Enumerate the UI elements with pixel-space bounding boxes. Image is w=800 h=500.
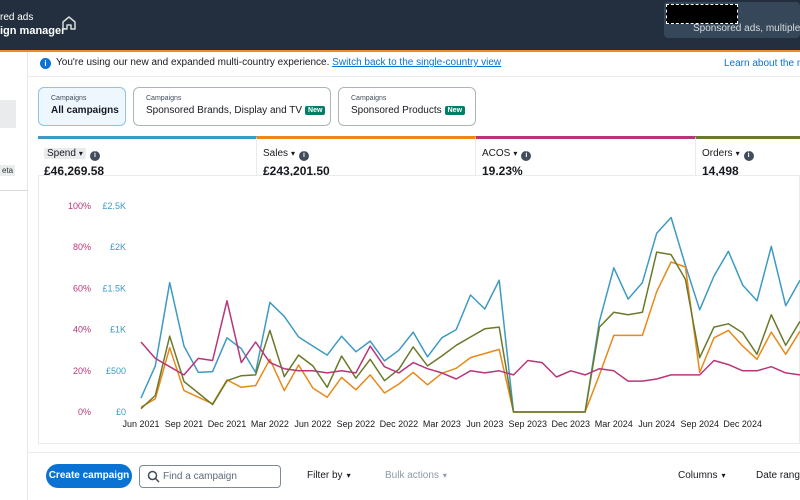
metric-value: £46,269.58	[44, 164, 105, 178]
campaign-tab-all[interactable]: Campaigns All campaigns	[38, 87, 126, 126]
campaign-tab-label: Campaigns	[351, 95, 387, 102]
info-message: You're using our new and expanded multi-…	[56, 57, 330, 68]
chevron-down-icon: ▾	[513, 149, 518, 158]
chevron-down-icon: ▾	[442, 471, 447, 480]
metric-selector-acos[interactable]: ACOS ▾	[482, 148, 517, 159]
metric-value: £243,201.50	[263, 164, 330, 178]
metric-value: 19.23%	[482, 164, 523, 178]
metric-selector-sales[interactable]: Sales ▾	[263, 148, 295, 159]
info-icon[interactable]: i	[299, 151, 310, 161]
metric-card-spend[interactable]: Spend ▾ i £46,269.58	[38, 136, 257, 178]
home-icon[interactable]	[60, 14, 78, 32]
chevron-down-icon: ▾	[721, 471, 726, 480]
new-badge: New	[305, 106, 326, 115]
metric-name: Sales	[263, 148, 289, 159]
bulk-actions-label: Bulk actions	[385, 470, 439, 481]
filter-by-label: Filter by	[307, 470, 343, 481]
info-icon[interactable]: i	[521, 151, 532, 161]
metric-name: Spend	[47, 148, 76, 159]
date-range-button[interactable]: Date range	[756, 470, 800, 481]
campaign-tab-sponsored-brands[interactable]: Campaigns Sponsored Brands, Display and …	[133, 87, 331, 126]
chevron-down-icon: ▾	[291, 149, 296, 158]
info-icon[interactable]: i	[743, 151, 754, 161]
top-navigation-bar: red ads ign manager Sponsored ads, multi…	[0, 0, 800, 50]
chevron-down-icon: ▾	[735, 149, 740, 158]
header-accent-line	[0, 50, 800, 52]
chart-panel	[38, 176, 800, 444]
metric-name: Orders	[702, 148, 733, 159]
campaign-tab-value: Sponsored Brands, Display and TV New	[146, 105, 330, 116]
metric-header: Orders ▾ i	[702, 143, 800, 161]
switch-view-link[interactable]: Switch back to the single-country view	[332, 57, 502, 68]
sidebar-selected-item[interactable]	[0, 100, 16, 128]
metric-name: ACOS	[482, 148, 511, 159]
left-sidebar: eta	[0, 52, 28, 500]
chevron-down-icon: ▾	[346, 471, 351, 480]
metrics-row: Spend ▾ i £46,269.58 Sales ▾ i £243,201.50 A…	[38, 136, 800, 178]
learn-more-link[interactable]: Learn about the m	[724, 58, 800, 69]
metric-header: Spend ▾ i	[44, 143, 256, 161]
search-input[interactable]	[163, 469, 278, 484]
campaign-search[interactable]	[139, 465, 281, 488]
metric-header: Sales ▾ i	[263, 143, 475, 161]
columns-button[interactable]: Columns ▾	[678, 470, 725, 481]
brand-title-line1: red ads	[0, 12, 34, 23]
bulk-actions-button[interactable]: Bulk actions ▾	[385, 470, 447, 481]
chevron-down-icon: ▾	[78, 149, 83, 158]
filter-by-button[interactable]: Filter by ▾	[307, 470, 351, 481]
account-switcher-label: Sponsored ads, multiple cou	[693, 23, 800, 34]
beta-badge: eta	[0, 165, 16, 176]
campaign-tab-value: All campaigns	[51, 105, 119, 116]
info-icon: i	[40, 58, 51, 69]
metric-card-acos[interactable]: ACOS ▾ i 19.23%	[476, 136, 696, 178]
campaign-tab-label: Campaigns	[51, 95, 87, 102]
info-icon[interactable]: i	[89, 151, 100, 161]
metric-header: ACOS ▾ i	[482, 143, 695, 161]
campaign-tab-sponsored-products[interactable]: Campaigns Sponsored Products New	[338, 87, 476, 126]
campaign-tab-value-text: Sponsored Products	[351, 105, 442, 116]
campaign-tab-value: Sponsored Products New	[351, 105, 475, 116]
campaign-tab-value-text: Sponsored Brands, Display and TV	[146, 105, 303, 116]
brand-title-line2: ign manager	[0, 25, 66, 37]
columns-label: Columns	[678, 470, 718, 481]
sidebar-divider	[0, 190, 28, 191]
search-icon	[147, 470, 160, 483]
metric-selector-spend[interactable]: Spend ▾	[44, 148, 86, 159]
new-badge: New	[444, 106, 466, 115]
create-campaign-button[interactable]: Create campaign	[46, 464, 132, 488]
metric-selector-orders[interactable]: Orders ▾	[702, 148, 740, 159]
metric-value: 14,498	[702, 164, 739, 178]
metric-card-sales[interactable]: Sales ▾ i £243,201.50	[257, 136, 476, 178]
info-banner: i You're using our new and expanded multi…	[40, 57, 501, 69]
campaign-tab-label: Campaigns	[146, 95, 182, 102]
metric-card-orders[interactable]: Orders ▾ i 14,498	[696, 136, 800, 178]
redacted-account-name	[666, 4, 738, 24]
divider	[28, 76, 800, 77]
